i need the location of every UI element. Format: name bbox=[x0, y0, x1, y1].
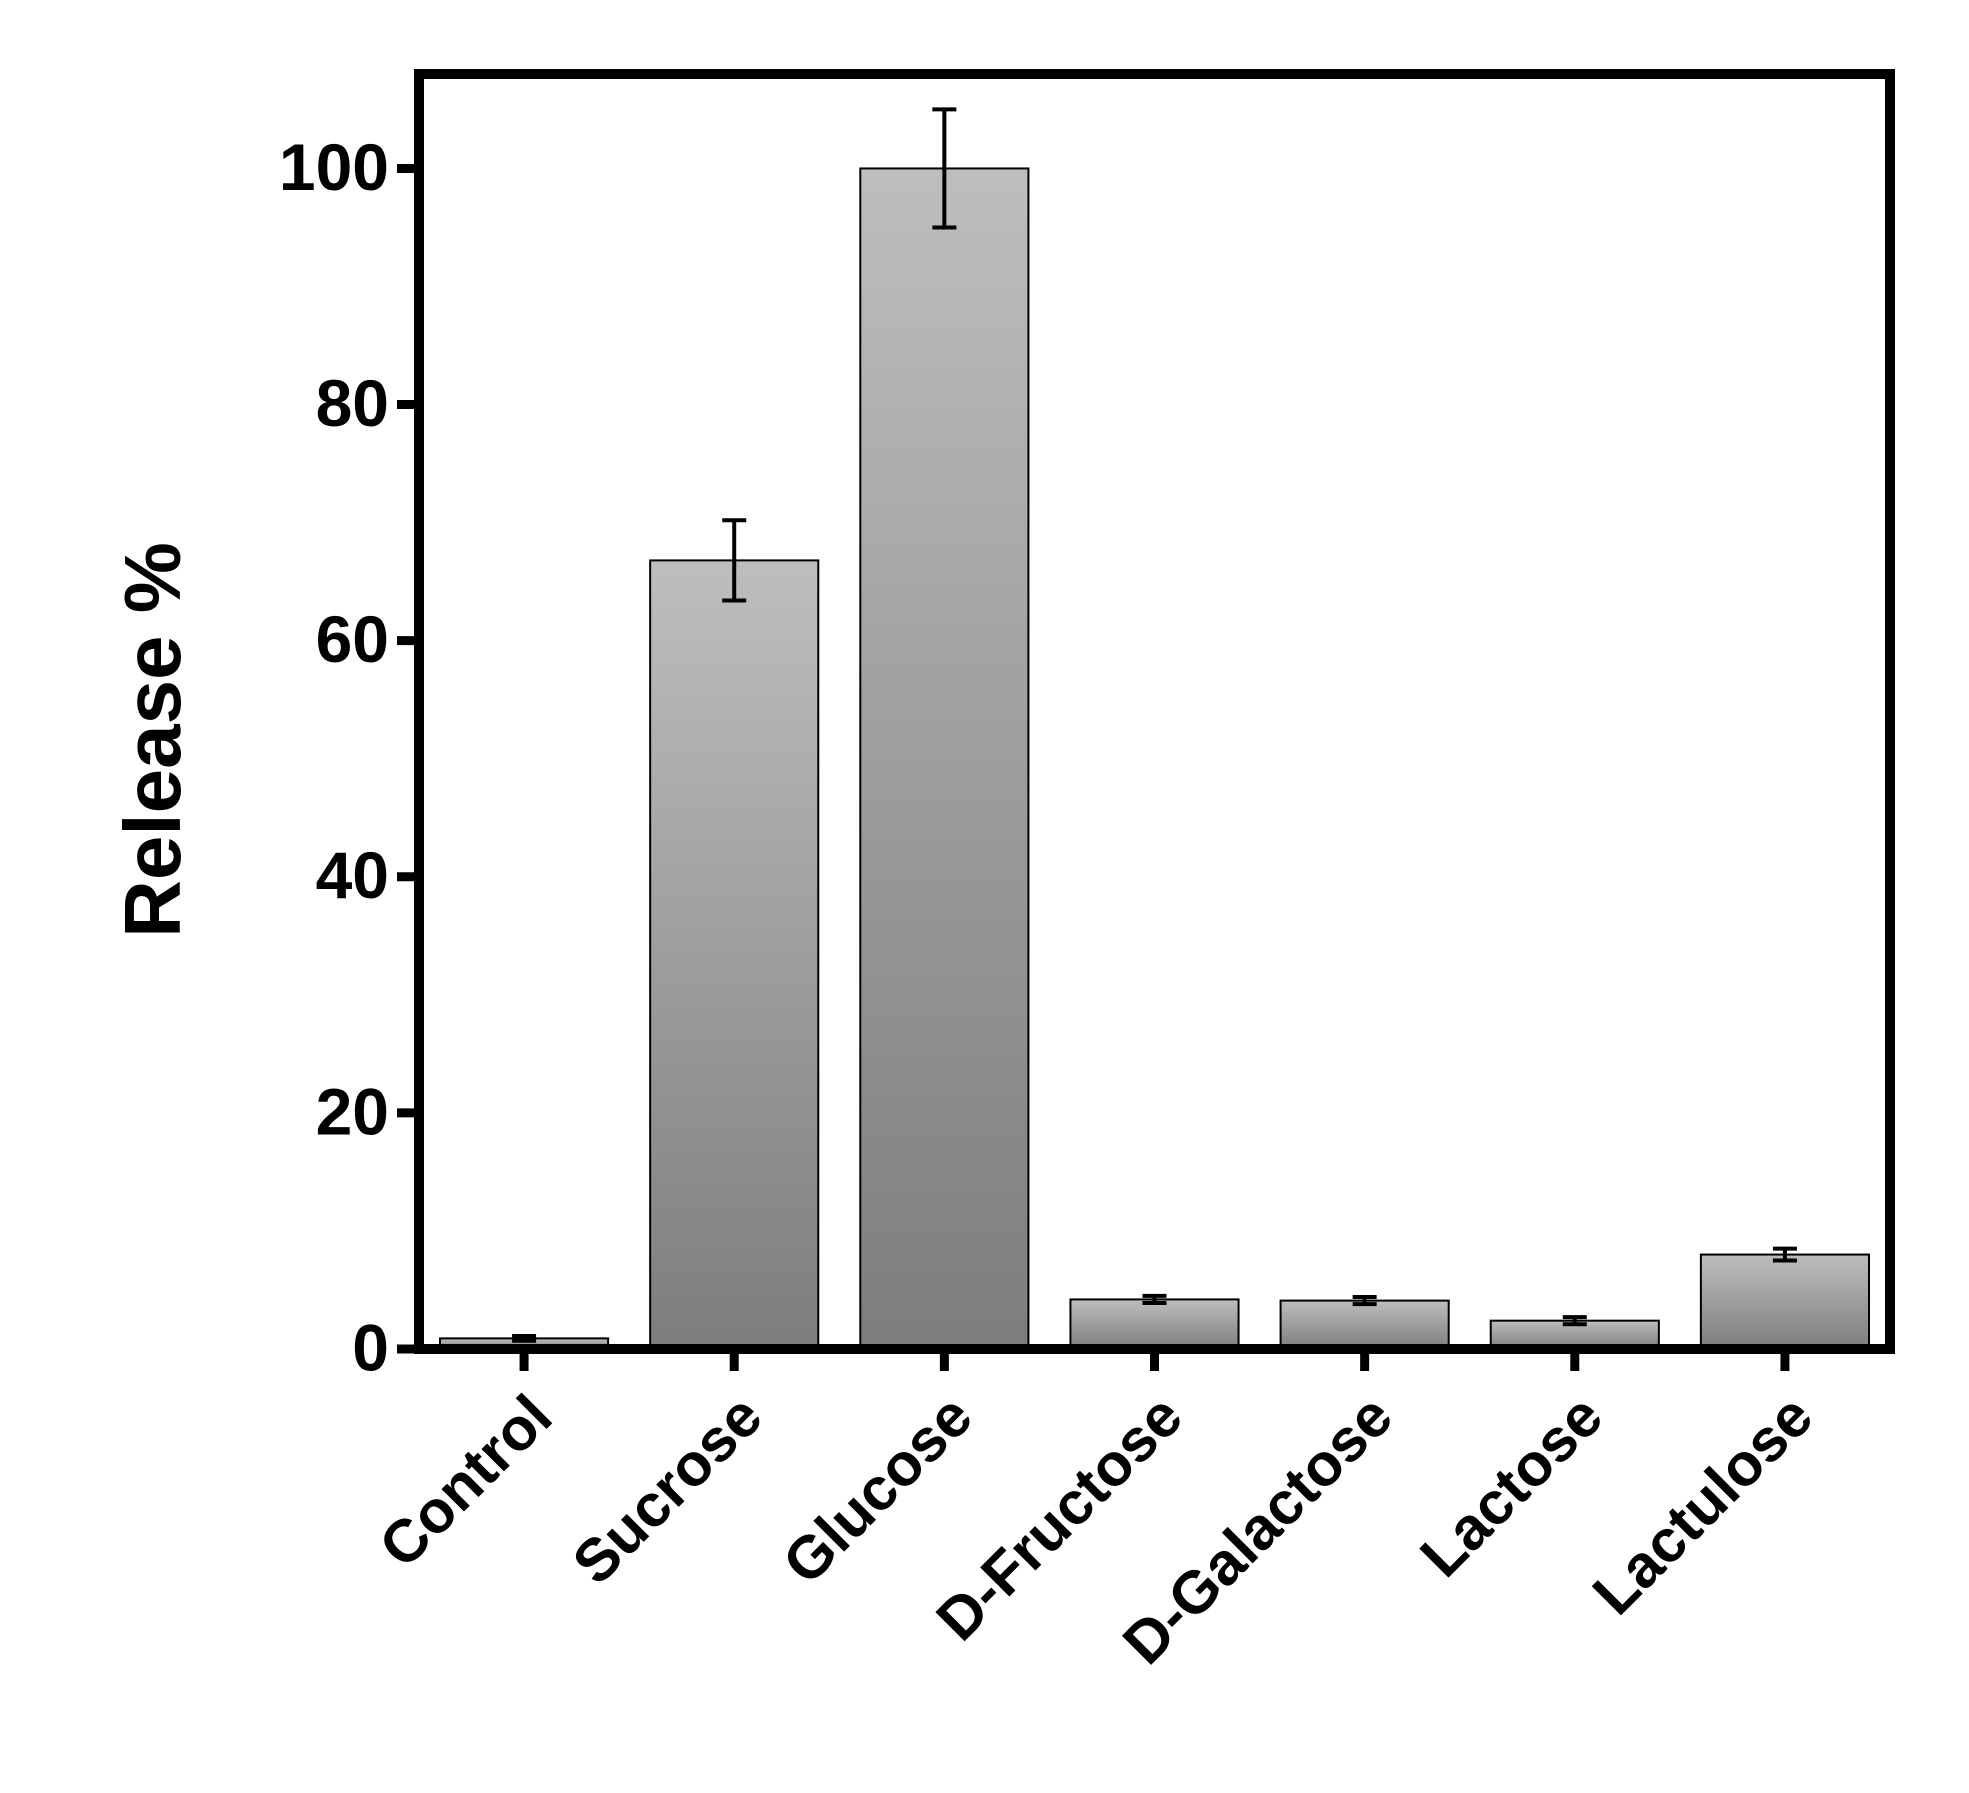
y-tick-label: 60 bbox=[316, 602, 389, 676]
error-bar bbox=[1562, 1315, 1587, 1327]
y-axis-title: Release % bbox=[108, 542, 197, 938]
x-tick-label: Sucrose bbox=[560, 1382, 775, 1597]
bar bbox=[1069, 1298, 1240, 1350]
y-tick-label: 80 bbox=[316, 366, 389, 440]
bar bbox=[1699, 1253, 1870, 1350]
error-bar bbox=[932, 107, 957, 230]
error-bar bbox=[1772, 1246, 1797, 1263]
y-tick-label: 100 bbox=[279, 130, 389, 204]
x-tick-label: Glucose bbox=[770, 1382, 985, 1597]
error-bar bbox=[1142, 1293, 1167, 1305]
plot-frame bbox=[414, 69, 1895, 1354]
x-tick-label: Control bbox=[366, 1382, 564, 1580]
y-tick-label: 40 bbox=[316, 838, 389, 912]
bar bbox=[649, 559, 820, 1350]
x-tick-label: Lactulose bbox=[1580, 1382, 1825, 1627]
error-bar bbox=[1352, 1295, 1377, 1307]
error-bar bbox=[722, 518, 747, 603]
y-tick-label: 0 bbox=[352, 1310, 389, 1384]
bar bbox=[1279, 1299, 1450, 1350]
error-bar bbox=[512, 1334, 537, 1343]
bar bbox=[859, 167, 1030, 1350]
y-tick-label: 20 bbox=[316, 1074, 389, 1148]
x-tick-label: Lactose bbox=[1407, 1382, 1615, 1590]
